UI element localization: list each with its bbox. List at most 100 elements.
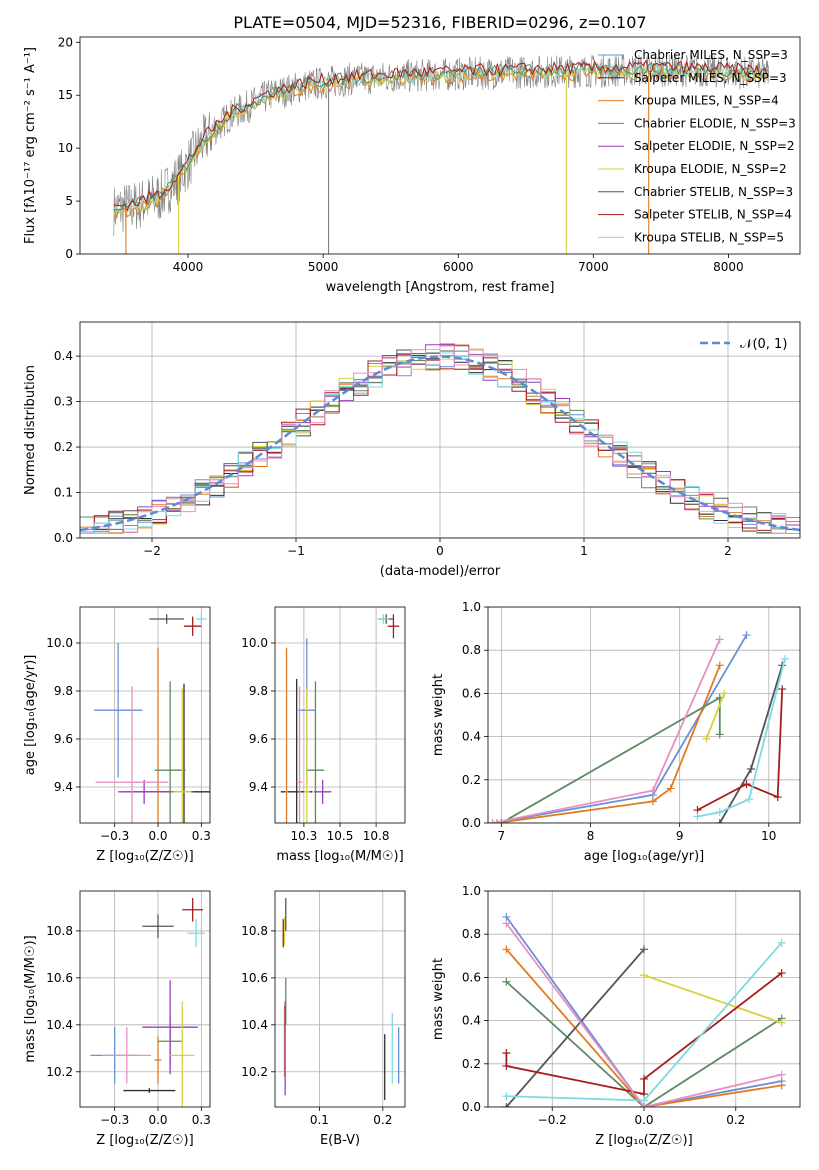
age_vs_mass-point xyxy=(377,614,390,624)
age_vs_Z-xlabel: Z [log₁₀(Z/Z☉)] xyxy=(96,849,193,864)
spectrum-xtick-label: 7000 xyxy=(578,260,609,274)
spectrum-model-line xyxy=(113,59,769,212)
residuals-ytick-label: 0.4 xyxy=(54,349,73,363)
weight_vs_age-marker xyxy=(715,661,724,670)
residuals-axes: −2 −1 0 1 2 0.0 0.1 0.2 0.3 0.4 (data-model)/error… xyxy=(23,321,801,579)
mass_vs_Z-point xyxy=(102,1027,152,1084)
weight_vs_Z-marker xyxy=(777,969,786,978)
age_vs_Z-axes: −0.3 0.0 0.3 9.4 9.6 9.8 10.0 Z [log₁₀(Z/Z☉)] ag… xyxy=(23,606,211,864)
legend-label: Salpeter STELIB, N_SSP=4 xyxy=(634,208,792,222)
weight_vs_Z-marker xyxy=(777,938,786,947)
spectrum-xtick-label: 4000 xyxy=(173,260,204,274)
weight_vs_Z-series-line xyxy=(505,916,782,1107)
age_vs_mass-frame xyxy=(274,606,406,824)
weight_vs_Z-marker xyxy=(502,1103,511,1107)
weight_vs_Z-ytick-label: 0.8 xyxy=(462,927,481,941)
residuals-ylabel: Normed distribution xyxy=(23,365,38,495)
age_vs_Z-plot-area xyxy=(80,607,210,823)
mass_vs_Z-ylabel: mass [log₁₀(M/M☉)] xyxy=(23,935,38,1062)
mass_vs_Z-xlabel: Z [log₁₀(Z/Z☉)] xyxy=(96,1133,193,1148)
mass_vs_ebv-xlabel: E(B-V) xyxy=(320,1133,360,1148)
mass_vs_Z-point xyxy=(154,1036,162,1084)
weight_vs_age-marker xyxy=(780,654,789,663)
age_vs_mass-point xyxy=(303,688,310,823)
weight_vs_Z-ytick-label: 0.0 xyxy=(462,1100,481,1114)
mass_vs_Z-axes: −0.3 0.0 0.3 10.2 10.4 10.6 10.8 Z [log₁₀(Z/Z☉)… xyxy=(23,890,211,1148)
legend-label: Kroupa STELIB, N_SSP=5 xyxy=(634,230,784,244)
age_vs_Z-point xyxy=(184,616,202,636)
age_vs_Z-xtick-label: 0.3 xyxy=(192,829,211,843)
age_vs_mass-point xyxy=(296,686,303,823)
weight_vs_age-marker xyxy=(746,765,755,773)
weight_vs_Z-ytick-label: 1.0 xyxy=(462,884,481,898)
mass_vs_Z-ytick-label: 10.2 xyxy=(46,1065,73,1079)
weight_vs_Z-series-line xyxy=(505,948,645,1107)
weight_vs_Z-xlabel: Z [log₁₀(Z/Z☉)] xyxy=(595,1133,692,1148)
spectrum-model-line xyxy=(113,61,768,211)
weight_vs_Z-marker xyxy=(502,919,511,928)
weight_vs_Z-marker xyxy=(502,945,511,954)
spectrum-frame xyxy=(79,36,801,255)
residuals-xlabel: (data-model)/error xyxy=(380,564,501,579)
residuals-frame xyxy=(79,321,801,539)
age_vs_mass-xtick-label: 10.5 xyxy=(327,829,354,843)
weight_vs_age-xtick-label: 7 xyxy=(498,829,506,843)
weight_vs_Z-ylabel: mass weight xyxy=(431,958,446,1040)
weight_vs_Z-plot-area xyxy=(488,891,800,1107)
age_vs_Z-frame xyxy=(79,606,211,824)
weight_vs_Z-series-line xyxy=(505,981,783,1107)
weight_vs_Z-series-line xyxy=(505,922,782,1107)
weight_vs_age-plot-area xyxy=(488,607,800,823)
weight_vs_age-xtick-label: 9 xyxy=(676,829,684,843)
weight_vs_age-frame xyxy=(487,606,801,824)
weight_vs_Z-marker xyxy=(502,977,511,986)
residuals-xtick-label: −1 xyxy=(287,544,305,558)
spectrum-ytick-label: 10 xyxy=(58,141,73,155)
normal-legend-label: 𝒩(0, 1) xyxy=(740,337,787,352)
legend-label: Chabrier ELODIE, N_SSP=3 xyxy=(634,116,796,130)
weight_vs_age-marker xyxy=(720,689,729,698)
age_vs_mass-xlabel: mass [log₁₀(M/M☉)] xyxy=(276,849,403,864)
residuals-ytick-label: 0.1 xyxy=(54,486,73,500)
weight_vs_age-series-line xyxy=(697,658,786,818)
spectrum-plot-area xyxy=(113,53,769,254)
histogram-step-line xyxy=(80,343,800,534)
weight_vs_age-ytick-label: 0.6 xyxy=(462,686,481,700)
residuals-xtick-label: −2 xyxy=(143,544,161,558)
weight_vs_Z-marker xyxy=(777,1081,786,1090)
weight_vs_Z-xtick-label: −0.2 xyxy=(538,1113,567,1127)
spectrum-xlabel: wavelength [Angstrom, rest frame] xyxy=(326,280,555,295)
mass_vs_Z-frame xyxy=(79,890,211,1108)
weight_vs_age-xtick-label: 10 xyxy=(761,829,776,843)
age_vs_Z-point xyxy=(196,614,207,624)
weight_vs_age-marker xyxy=(773,793,782,802)
weight_vs_age-series-line xyxy=(500,696,721,823)
age_vs_Z-xtick-label: 0.0 xyxy=(148,829,167,843)
weight_vs_age-ytick-label: 0.0 xyxy=(462,816,481,830)
residuals-xtick-label: 2 xyxy=(724,544,732,558)
weight_vs_Z-marker xyxy=(640,1103,648,1107)
age_vs_mass-xtick-label: 10.3 xyxy=(291,829,318,843)
weight_vs_age-marker xyxy=(648,786,657,795)
weight_vs_age-ytick-label: 0.4 xyxy=(462,730,481,744)
legend-label: Kroupa MILES, N_SSP=4 xyxy=(634,94,779,108)
histogram-step-line xyxy=(80,345,800,534)
weight_vs_age-marker xyxy=(648,797,657,806)
residuals-xtick-label: 1 xyxy=(580,544,588,558)
age_vs_mass-ytick-label: 9.8 xyxy=(249,684,268,698)
age_vs_Z-ylabel: age [log₁₀(age/yr)] xyxy=(23,655,38,776)
mass_vs_ebv-xtick-label: 0.2 xyxy=(373,1113,392,1127)
weight_vs_age-marker xyxy=(715,730,724,739)
residuals-ytick-label: 0.3 xyxy=(54,395,73,409)
age_vs_mass-ytick-label: 10.0 xyxy=(241,636,268,650)
mass_vs_Z-ytick-label: 10.8 xyxy=(46,924,73,938)
age_vs_mass-point xyxy=(285,647,288,823)
spectrum-xtick-label: 5000 xyxy=(308,260,339,274)
age_vs_Z-point xyxy=(149,614,184,624)
legend-label: Salpeter ELODIE, N_SSP=2 xyxy=(634,139,795,153)
mass_vs_Z-xtick-label: 0.0 xyxy=(148,1113,167,1127)
weight_vs_Z-marker xyxy=(640,945,648,954)
age_vs_Z-xtick-label: −0.3 xyxy=(100,829,129,843)
weight_vs_age-marker xyxy=(693,812,702,821)
